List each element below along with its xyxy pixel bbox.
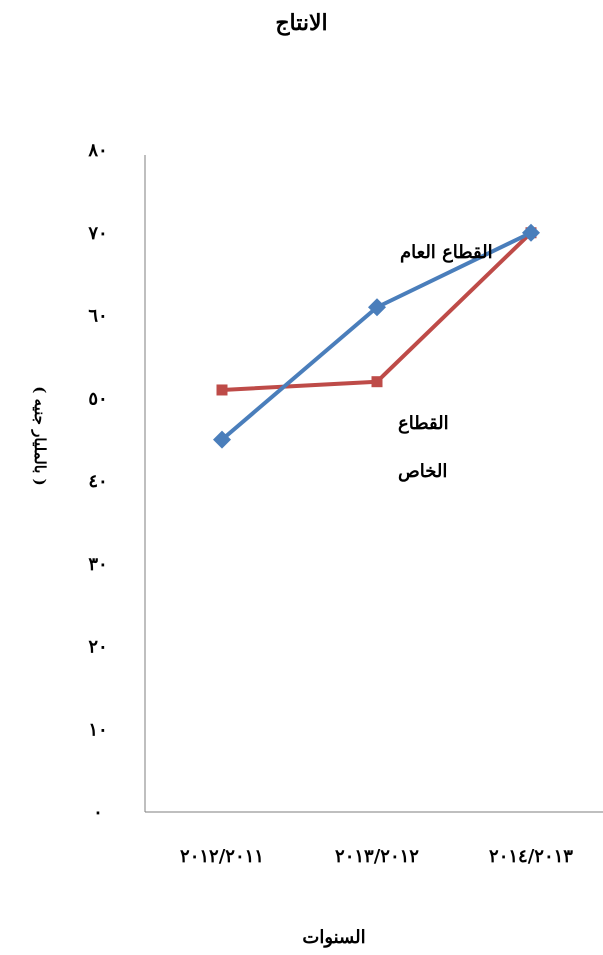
y-tick-label: ٤٠ <box>88 471 107 492</box>
y-tick-label: ٧٠ <box>87 223 107 244</box>
y-tick-label: ٠ <box>93 802 103 823</box>
x-axis-label: السنوات <box>302 927 365 948</box>
x-tick-label: ٢٠١٢/٢٠١١ <box>180 846 264 867</box>
series-annotations: القطاع العام القطاع الخاص <box>398 242 493 482</box>
axes <box>144 155 603 813</box>
y-tick-label: ٨٠ <box>87 140 107 161</box>
y-tick-label: ٢٠ <box>88 637 107 658</box>
chart-title: الانتاج <box>275 10 328 36</box>
series-annotation: القطاع <box>398 413 449 434</box>
x-tick-label: ٢٠١٣/٢٠١٢ <box>335 846 419 867</box>
x-tick-labels: ٢٠١٢/٢٠١١ ٢٠١٣/٢٠١٢ ٢٠١٤/٢٠١٣ <box>180 846 573 867</box>
y-tick-label: ٦٠ <box>88 306 107 327</box>
data-point-marker <box>213 430 231 449</box>
data-point-marker <box>522 223 540 242</box>
data-point-marker <box>368 298 386 317</box>
y-tick-label: ٣٠ <box>88 554 107 575</box>
data-point-marker <box>371 376 383 388</box>
y-axis-label: ( بالمليار جنيه ) <box>31 386 49 486</box>
y-tick-label: ١٠ <box>88 719 107 740</box>
series-lines <box>220 230 533 442</box>
y-tick-label: ٥٠ <box>88 388 107 409</box>
y-tick-labels: ٠ ١٠ ٢٠ ٣٠ ٤٠ ٥٠ ٦٠ ٧٠ ٨٠ <box>87 140 107 823</box>
series-annotation: القطاع العام <box>400 242 493 263</box>
data-point-marker <box>216 384 228 396</box>
series-line <box>220 230 532 442</box>
series-markers <box>213 223 540 449</box>
series-annotation: الخاص <box>398 461 447 482</box>
x-tick-label: ٢٠١٤/٢٠١٣ <box>489 846 573 867</box>
